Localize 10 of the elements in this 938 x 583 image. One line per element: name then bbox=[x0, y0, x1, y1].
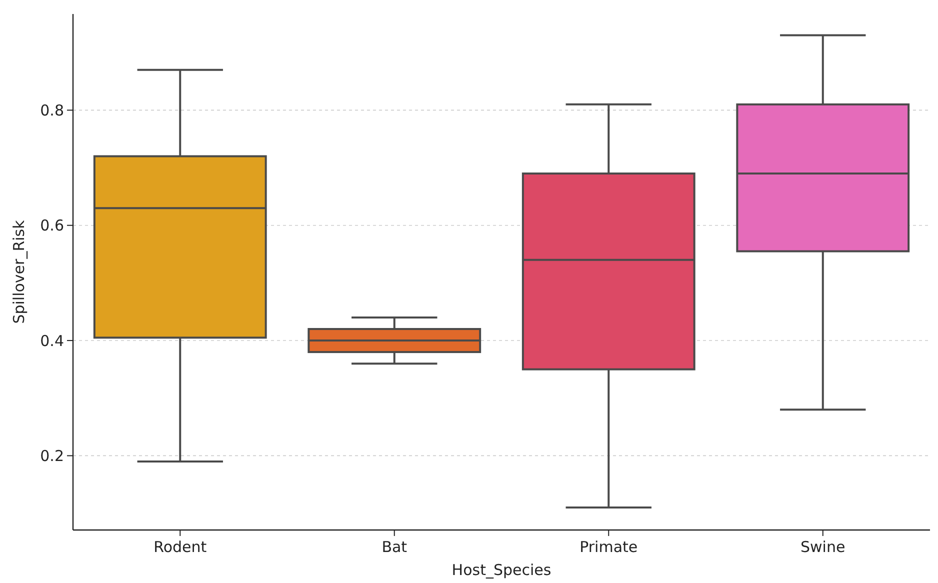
x-tick-label: Bat bbox=[382, 538, 408, 556]
y-tick-label: 0.4 bbox=[40, 332, 64, 350]
y-axis-title: Spillover_Risk bbox=[10, 220, 28, 324]
x-tick-label: Swine bbox=[800, 538, 846, 556]
x-tick-label: Rodent bbox=[154, 538, 207, 556]
y-tick-label: 0.8 bbox=[40, 101, 64, 120]
y-tick-label: 0.2 bbox=[40, 446, 64, 465]
x-tick-label: Primate bbox=[580, 538, 638, 556]
y-tick-label: 0.6 bbox=[40, 216, 64, 235]
x-axis-title: Host_Species bbox=[452, 561, 552, 579]
